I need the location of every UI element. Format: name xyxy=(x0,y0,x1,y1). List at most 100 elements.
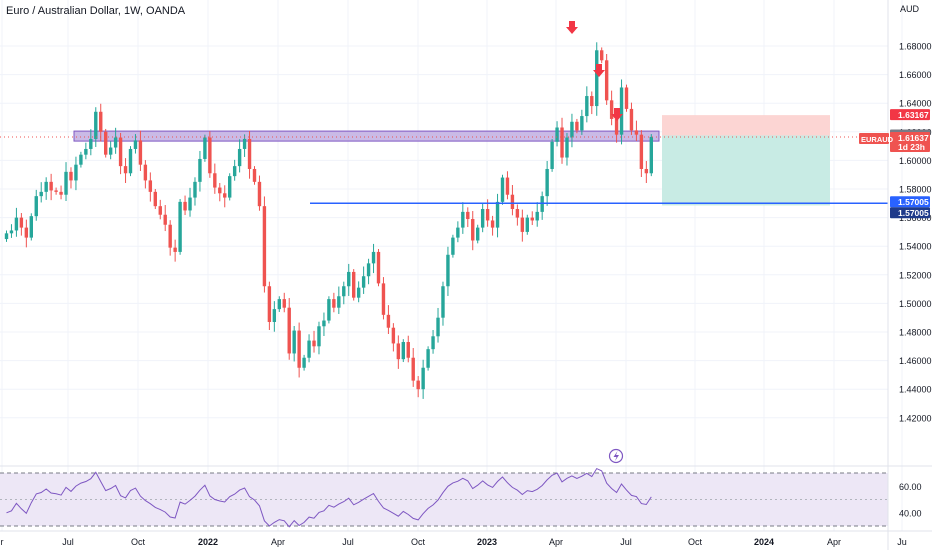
candle-body xyxy=(113,137,118,148)
down-arrow-icon xyxy=(593,64,605,77)
candle-body xyxy=(545,168,549,197)
candle-body xyxy=(426,349,430,368)
price-tick-label: 1.60000 xyxy=(899,156,932,166)
rsi-band xyxy=(0,473,888,526)
stop-price-tag: 1.63167 xyxy=(898,110,929,120)
candle-body xyxy=(108,147,113,155)
candle-body xyxy=(361,276,366,288)
candle-body xyxy=(54,190,58,192)
candle-body xyxy=(252,168,257,182)
time-tick-label: Oct xyxy=(688,537,703,547)
candle-body xyxy=(223,193,227,198)
candle-body xyxy=(644,168,649,174)
candle-body xyxy=(312,340,316,347)
candle-body xyxy=(123,166,128,174)
candle-body xyxy=(69,171,73,181)
candle-body xyxy=(183,201,187,211)
candle-body xyxy=(4,233,9,240)
candle-body xyxy=(609,100,614,119)
candle-body xyxy=(292,330,296,354)
candle-body xyxy=(535,211,539,221)
candle-body xyxy=(29,216,33,238)
candle-body xyxy=(406,342,410,358)
candle-body xyxy=(34,196,38,217)
time-tick-label: Apr xyxy=(271,537,285,547)
candle-body xyxy=(99,111,103,132)
candle-body xyxy=(480,209,485,228)
candle-body xyxy=(624,87,629,109)
candle-body xyxy=(555,127,559,142)
time-tick-label: Jul xyxy=(342,537,354,547)
candle-body xyxy=(614,118,619,135)
candle-body xyxy=(456,227,460,238)
candle-body xyxy=(89,138,93,149)
time-tick-label: Jul xyxy=(62,537,74,547)
candle-body xyxy=(416,380,420,390)
time-tick-label: Ju xyxy=(897,537,907,547)
candle-body xyxy=(59,191,63,195)
time-tick-label: 2024 xyxy=(754,537,774,547)
stop-zone xyxy=(662,115,830,136)
candle-body xyxy=(366,263,371,277)
candle-body xyxy=(188,197,192,211)
candle-body xyxy=(118,137,123,167)
replay-icon[interactable] xyxy=(608,448,624,464)
candle-body xyxy=(560,127,564,158)
candle-body xyxy=(505,177,510,195)
candle-body xyxy=(446,254,450,287)
candle-body xyxy=(282,299,286,308)
time-tick-label: Apr xyxy=(827,537,841,547)
candle-body xyxy=(485,209,490,221)
time-tick-label: Jul xyxy=(620,537,632,547)
candle-body xyxy=(525,217,529,232)
currency-label: AUD xyxy=(900,4,920,14)
resistance-zone[interactable] xyxy=(73,130,660,142)
candle-body xyxy=(178,201,182,252)
candle-body xyxy=(297,330,301,368)
candle-body xyxy=(49,181,53,191)
candle-body xyxy=(471,219,475,241)
candle-body xyxy=(441,286,445,318)
candle-body xyxy=(104,131,108,155)
candle-body xyxy=(540,196,544,212)
candle-body xyxy=(148,180,153,192)
symbol-tag: EURAUD xyxy=(861,135,894,144)
candle-body xyxy=(575,121,579,131)
last-price-tag: 1d 23h xyxy=(898,142,925,152)
candle-body xyxy=(466,211,470,220)
price-tick-label: 1.52000 xyxy=(899,270,932,280)
candle-body xyxy=(208,137,212,174)
candle-body xyxy=(520,217,525,232)
candle-body xyxy=(337,296,341,308)
candle-body xyxy=(550,141,554,169)
candle-body xyxy=(173,247,177,252)
candle-body xyxy=(649,136,653,174)
chart-title: Euro / Australian Dollar, 1W, OANDA xyxy=(6,5,186,17)
last-price-tag-bg xyxy=(890,131,930,152)
candle-body xyxy=(39,191,43,197)
price-tick-label: 1.46000 xyxy=(899,356,932,366)
candle-body xyxy=(565,137,569,158)
candle-body xyxy=(128,148,133,174)
candle-body xyxy=(381,283,386,315)
candle-body xyxy=(24,227,29,238)
candle-body xyxy=(247,138,252,169)
candle-body xyxy=(287,307,291,354)
candles xyxy=(4,42,653,399)
candle-body xyxy=(317,326,321,347)
candle-body xyxy=(153,191,157,207)
rsi-pane xyxy=(0,465,932,528)
rsi-line xyxy=(6,467,652,528)
lightning-icon xyxy=(613,451,619,461)
candle-body xyxy=(84,148,88,155)
candle-body xyxy=(401,342,405,360)
candle-body xyxy=(277,299,281,310)
candle-body xyxy=(580,116,584,131)
candle-body xyxy=(14,217,19,231)
candle-body xyxy=(376,251,381,284)
time-axis[interactable]: r Jul Oct 2022 Apr Jul Oct 2023 Apr Jul Oct 2024 Apr… xyxy=(0,530,932,547)
candle-body xyxy=(585,96,589,117)
candle-body xyxy=(604,60,609,101)
time-tick-label: Oct xyxy=(411,537,426,547)
